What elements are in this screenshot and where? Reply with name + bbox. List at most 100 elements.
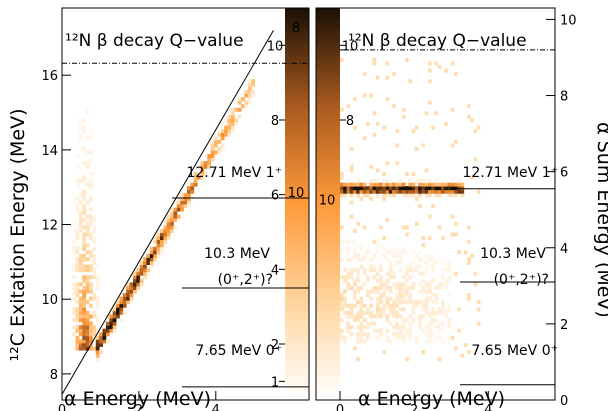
heat-cell (89, 321, 93, 326)
heat-cell (122, 293, 127, 298)
heat-cell (156, 228, 161, 233)
heat-cell (346, 314, 351, 319)
heat-cell (72, 264, 76, 269)
heat-cell (388, 261, 393, 265)
left-x-axis-title: α Energy (MeV) (64, 388, 211, 410)
heat-cell (421, 182, 426, 187)
heat-cell (366, 289, 370, 294)
heat-cell (173, 211, 178, 216)
left-y-axis-title: ¹²C Exitation Energy (MeV) (7, 108, 29, 361)
heat-cell (75, 325, 80, 330)
heat-cell (230, 129, 235, 134)
heat-cell (362, 225, 367, 230)
heat-cell (427, 253, 432, 258)
heat-cell (424, 282, 429, 287)
heat-cell (346, 182, 351, 187)
heat-cell (418, 318, 422, 322)
heat-cell (427, 332, 432, 337)
heat-cell (116, 310, 120, 315)
heat-cell (437, 328, 442, 333)
heat-cell (99, 339, 103, 344)
heat-cell (126, 282, 130, 287)
heat-cell (395, 143, 400, 148)
heat-cell (85, 268, 90, 273)
heat-cell (444, 189, 448, 194)
heat-cell (210, 143, 215, 148)
heat-cell (180, 207, 185, 212)
heat-cell (473, 282, 478, 287)
heat-cell (476, 125, 481, 130)
heat-cell (392, 72, 396, 77)
heat-cell (385, 189, 390, 194)
heat-cell (424, 193, 429, 198)
heat-cell (190, 196, 195, 201)
heat-cell (187, 196, 191, 201)
heat-cell (382, 236, 387, 241)
heat-cell (395, 186, 400, 191)
heat-cell (414, 339, 419, 344)
heat-cell (82, 289, 87, 294)
heat-cell (382, 193, 387, 198)
heat-cell (375, 182, 380, 187)
heat-cell (146, 261, 151, 265)
heat-cell (431, 125, 435, 130)
heat-cell (85, 325, 90, 330)
heat-cell (388, 307, 393, 312)
heat-cell (82, 332, 87, 337)
heat-cell (434, 293, 439, 298)
heat-cell (237, 107, 242, 112)
heat-cell (405, 186, 409, 191)
heat-cell (421, 289, 426, 294)
heat-cell (457, 328, 461, 333)
heat-cell (89, 221, 93, 226)
colorbar-tick-label: 1 (271, 375, 279, 390)
heat-cell (85, 310, 90, 315)
heat-cell (450, 143, 455, 148)
heat-cell (382, 179, 387, 184)
heat-cell (75, 179, 80, 184)
heat-cell (379, 264, 383, 269)
heat-cell (385, 186, 390, 191)
heat-cell (395, 310, 400, 315)
heat-cell (382, 125, 387, 130)
heat-cell (408, 332, 413, 337)
heat-cell (388, 193, 393, 198)
heat-cell (85, 150, 90, 155)
heat-cell (431, 268, 435, 273)
heat-cell (85, 332, 90, 337)
heat-cell (200, 175, 205, 180)
heat-cell (82, 264, 87, 269)
heat-cell (434, 325, 439, 330)
heat-cell (414, 189, 419, 194)
heat-cell (375, 314, 380, 319)
heat-cell (230, 125, 235, 130)
heat-cell (136, 285, 141, 290)
heat-cell (395, 250, 400, 255)
heat-cell (166, 221, 171, 226)
heat-cell (89, 346, 93, 351)
heat-cell (385, 61, 390, 66)
heat-cell (122, 310, 127, 315)
heat-cell (395, 332, 400, 337)
heat-cell (102, 335, 107, 340)
heat-cell (180, 214, 185, 219)
heat-cell (388, 303, 393, 308)
heat-cell (349, 239, 354, 244)
heat-cell (176, 214, 181, 219)
left-qvalue-label: ¹²N β decay Q−value (65, 31, 244, 51)
heat-cell (362, 325, 367, 330)
heat-cell (85, 136, 90, 141)
heat-cell (126, 285, 130, 290)
heat-cell (427, 314, 432, 319)
heat-cell (434, 111, 439, 116)
heat-cell (450, 107, 455, 112)
heat-cell (405, 57, 409, 62)
heat-cell (447, 325, 452, 330)
heat-cell (241, 97, 245, 102)
heat-cell (346, 328, 351, 333)
heat-cell (408, 179, 413, 184)
heat-cell (75, 346, 80, 351)
heat-cell (418, 250, 422, 255)
heat-cell (187, 193, 191, 198)
heat-cell (408, 296, 413, 301)
